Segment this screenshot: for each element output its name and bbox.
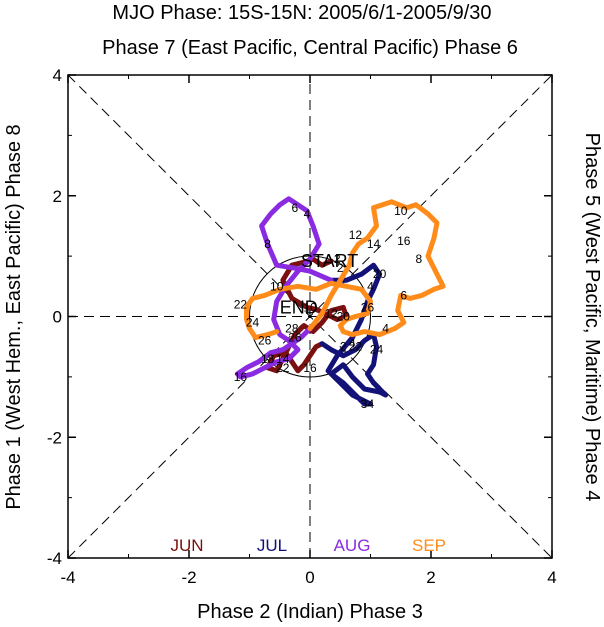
point-label: 16 — [303, 361, 317, 375]
x-tick-label: -2 — [181, 568, 196, 587]
series-line-jun — [265, 256, 349, 374]
point-label: 10 — [270, 279, 284, 293]
point-label: 2 — [340, 340, 347, 354]
point-label: 22 — [276, 361, 290, 375]
y-tick-label: -4 — [47, 549, 62, 568]
left-axis-label: Phase 1 (West Hem., East Pacific) Phase … — [3, 124, 25, 509]
point-label: 4 — [367, 279, 374, 293]
point-label: 2 — [337, 261, 344, 275]
bottom-axis-label: Phase 2 (Indian) Phase 3 — [197, 601, 423, 623]
series-line-jul — [319, 262, 389, 407]
y-tick-label: -2 — [47, 428, 62, 447]
y-tick-label: 0 — [53, 308, 62, 327]
point-label: 26 — [258, 334, 272, 348]
diagonal-line-falling — [67, 74, 553, 559]
point-label: 8 — [264, 237, 271, 251]
point-label: 12 — [349, 228, 363, 242]
point-label: 10 — [303, 300, 317, 314]
phase-guides — [67, 74, 553, 559]
point-label: 14 — [276, 352, 290, 366]
point-label: 2 — [334, 252, 341, 266]
x-tick-label: 0 — [305, 568, 314, 587]
top-axis-label: Phase 7 (East Pacific, Central Pacific) … — [102, 37, 518, 59]
point-label: 16 — [234, 370, 248, 384]
point-label: 26 — [361, 300, 375, 314]
series-line-sep — [244, 199, 446, 341]
legend-jul: JUL — [257, 536, 287, 555]
point-label: 24 — [370, 343, 384, 357]
end-label: END — [280, 297, 318, 317]
series-line-aug — [234, 196, 334, 380]
point-label: 28 — [285, 322, 299, 336]
point-label: 22 — [349, 340, 363, 354]
series-group — [234, 196, 446, 407]
x-tick-label: -4 — [60, 568, 75, 587]
start-label: START — [301, 251, 358, 271]
point-label: 6 — [292, 201, 299, 215]
y-tick-label: 2 — [53, 187, 62, 206]
point-label: 12 — [324, 306, 338, 320]
point-label: 6 — [400, 288, 407, 302]
point-label: 4 — [349, 337, 356, 351]
point-label: 34 — [361, 397, 375, 411]
right-axis-label: Phase 5 (West Pacific, Maritime) Phase 4 — [581, 133, 603, 502]
point-label: 8 — [416, 252, 423, 266]
point-label: 16 — [397, 234, 411, 248]
y-tick-label: 4 — [53, 66, 62, 85]
chart-title: MJO Phase: 15S-15N: 2005/6/1-2005/9/30 — [112, 2, 491, 24]
point-label: 4 — [304, 207, 311, 221]
point-label: 14 — [367, 237, 381, 251]
x-tick-label: 4 — [547, 568, 556, 587]
point-label: 18 — [261, 352, 275, 366]
legend-sep: SEP — [412, 536, 446, 555]
legend: JUN JUL AUG SEP — [170, 536, 446, 555]
x-tick-label: 2 — [426, 568, 435, 587]
point-label: 4 — [382, 322, 389, 336]
point-label: 10 — [394, 204, 408, 218]
point-label: 26 — [288, 331, 302, 345]
point-label: 24 — [246, 316, 260, 330]
point-label: 22 — [234, 297, 248, 311]
point-label: 20 — [373, 267, 387, 281]
legend-jun: JUN — [170, 536, 203, 555]
legend-aug: AUG — [334, 536, 371, 555]
point-label: 20 — [337, 310, 351, 324]
start-end-markers: START END — [280, 251, 359, 317]
